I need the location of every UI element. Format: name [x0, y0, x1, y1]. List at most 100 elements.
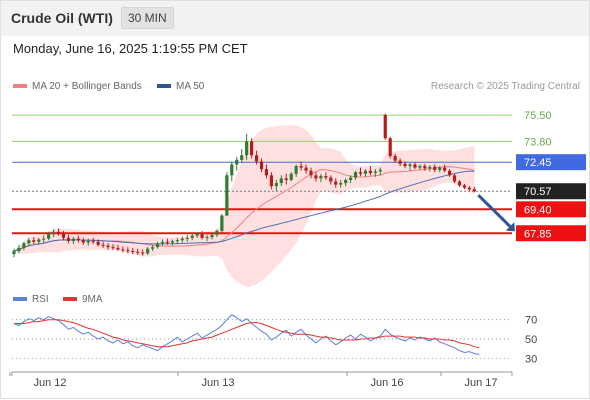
- rsi-ma-swatch: [63, 297, 77, 302]
- candle-body: [433, 166, 437, 170]
- candle-body: [81, 240, 85, 243]
- legend-ma50: MA 50: [157, 81, 204, 92]
- candle: [151, 244, 155, 252]
- current-label: 70.57: [516, 183, 586, 200]
- candle: [408, 162, 412, 171]
- label-box: [516, 183, 586, 200]
- candle-body: [428, 166, 432, 169]
- ma50-swatch: [157, 84, 171, 89]
- candle: [279, 175, 283, 187]
- candle-body: [403, 163, 407, 167]
- candle: [428, 165, 432, 172]
- legend-rsi-ma: 9MA: [63, 294, 103, 305]
- candle-body: [121, 249, 125, 251]
- candle: [353, 170, 358, 180]
- candle: [190, 233, 194, 241]
- candle: [96, 239, 100, 247]
- legend-ma50-label: MA 50: [176, 81, 205, 92]
- candle-body: [12, 251, 16, 255]
- candle: [61, 230, 66, 241]
- label-box: [516, 201, 586, 218]
- candle-body: [383, 115, 387, 139]
- candle: [250, 138, 254, 159]
- candle-body: [225, 175, 229, 216]
- candle: [37, 237, 41, 245]
- candle: [180, 236, 184, 243]
- timeframe-button[interactable]: 30 MIN: [121, 7, 174, 29]
- candle: [448, 169, 452, 177]
- candle: [225, 172, 229, 217]
- candle: [12, 248, 16, 258]
- candle: [314, 172, 318, 182]
- candle-body: [353, 172, 358, 178]
- candle: [32, 237, 36, 245]
- support-label: 69.40: [516, 201, 586, 218]
- candle-body: [126, 250, 130, 252]
- candle: [71, 237, 75, 245]
- candle: [319, 173, 323, 183]
- candle: [383, 113, 387, 140]
- candle-body: [155, 243, 160, 248]
- forecast-arrow-head: [505, 222, 515, 232]
- candle: [185, 234, 189, 242]
- candle-body: [358, 172, 363, 174]
- candle: [195, 231, 199, 238]
- candle: [200, 230, 204, 240]
- resistance-label: 75.50: [524, 110, 552, 122]
- candle-body: [131, 251, 135, 253]
- legend-rsi: RSI: [13, 294, 49, 305]
- candle-body: [363, 170, 368, 174]
- candle-body: [373, 171, 377, 174]
- candle-body: [215, 230, 219, 235]
- candle: [121, 246, 125, 253]
- label-box: [516, 154, 586, 171]
- candle-body: [190, 235, 194, 238]
- candle-body: [279, 178, 283, 184]
- candle: [378, 167, 382, 176]
- candle-body: [17, 247, 21, 252]
- candle-body: [304, 167, 308, 171]
- rsi-tick-label: 30: [525, 353, 537, 365]
- candle-body: [349, 177, 353, 180]
- instrument-title: Crude Oil (WTI): [11, 10, 113, 26]
- candle: [398, 158, 402, 167]
- candle-body: [368, 170, 372, 174]
- candle-body: [254, 155, 259, 162]
- candle: [457, 179, 462, 187]
- legend-rsi-label: RSI: [32, 294, 49, 305]
- candle: [344, 178, 348, 187]
- candle: [215, 229, 219, 238]
- candle-body: [264, 169, 269, 176]
- candle-body: [324, 176, 328, 178]
- candle: [259, 158, 264, 173]
- candle: [329, 175, 333, 185]
- candle-body: [141, 252, 145, 254]
- candle-body: [151, 247, 155, 249]
- candle-body: [393, 156, 397, 161]
- candle: [42, 235, 46, 243]
- candle: [462, 183, 467, 190]
- candle-body: [245, 141, 249, 156]
- candle-body: [289, 173, 293, 180]
- chart-header: Crude Oil (WTI) 30 MIN: [0, 0, 590, 36]
- candle-body: [210, 234, 214, 238]
- candle-body: [334, 181, 338, 185]
- x-tick-label: Jun 16: [370, 377, 403, 389]
- candle: [472, 186, 476, 193]
- bollinger-band-area: [14, 125, 475, 288]
- candle: [116, 244, 120, 252]
- candle-body: [408, 164, 412, 167]
- rsi-tick-label: 50: [525, 334, 537, 346]
- ma20-swatch: [13, 84, 27, 89]
- candle: [52, 229, 56, 238]
- candle-body: [309, 170, 313, 176]
- candle: [155, 241, 160, 249]
- candle: [418, 164, 422, 170]
- candle: [170, 239, 174, 246]
- candle-body: [22, 243, 26, 248]
- candle: [274, 179, 278, 191]
- candle: [205, 234, 209, 241]
- candle-body: [250, 141, 254, 156]
- candle-body: [195, 234, 199, 236]
